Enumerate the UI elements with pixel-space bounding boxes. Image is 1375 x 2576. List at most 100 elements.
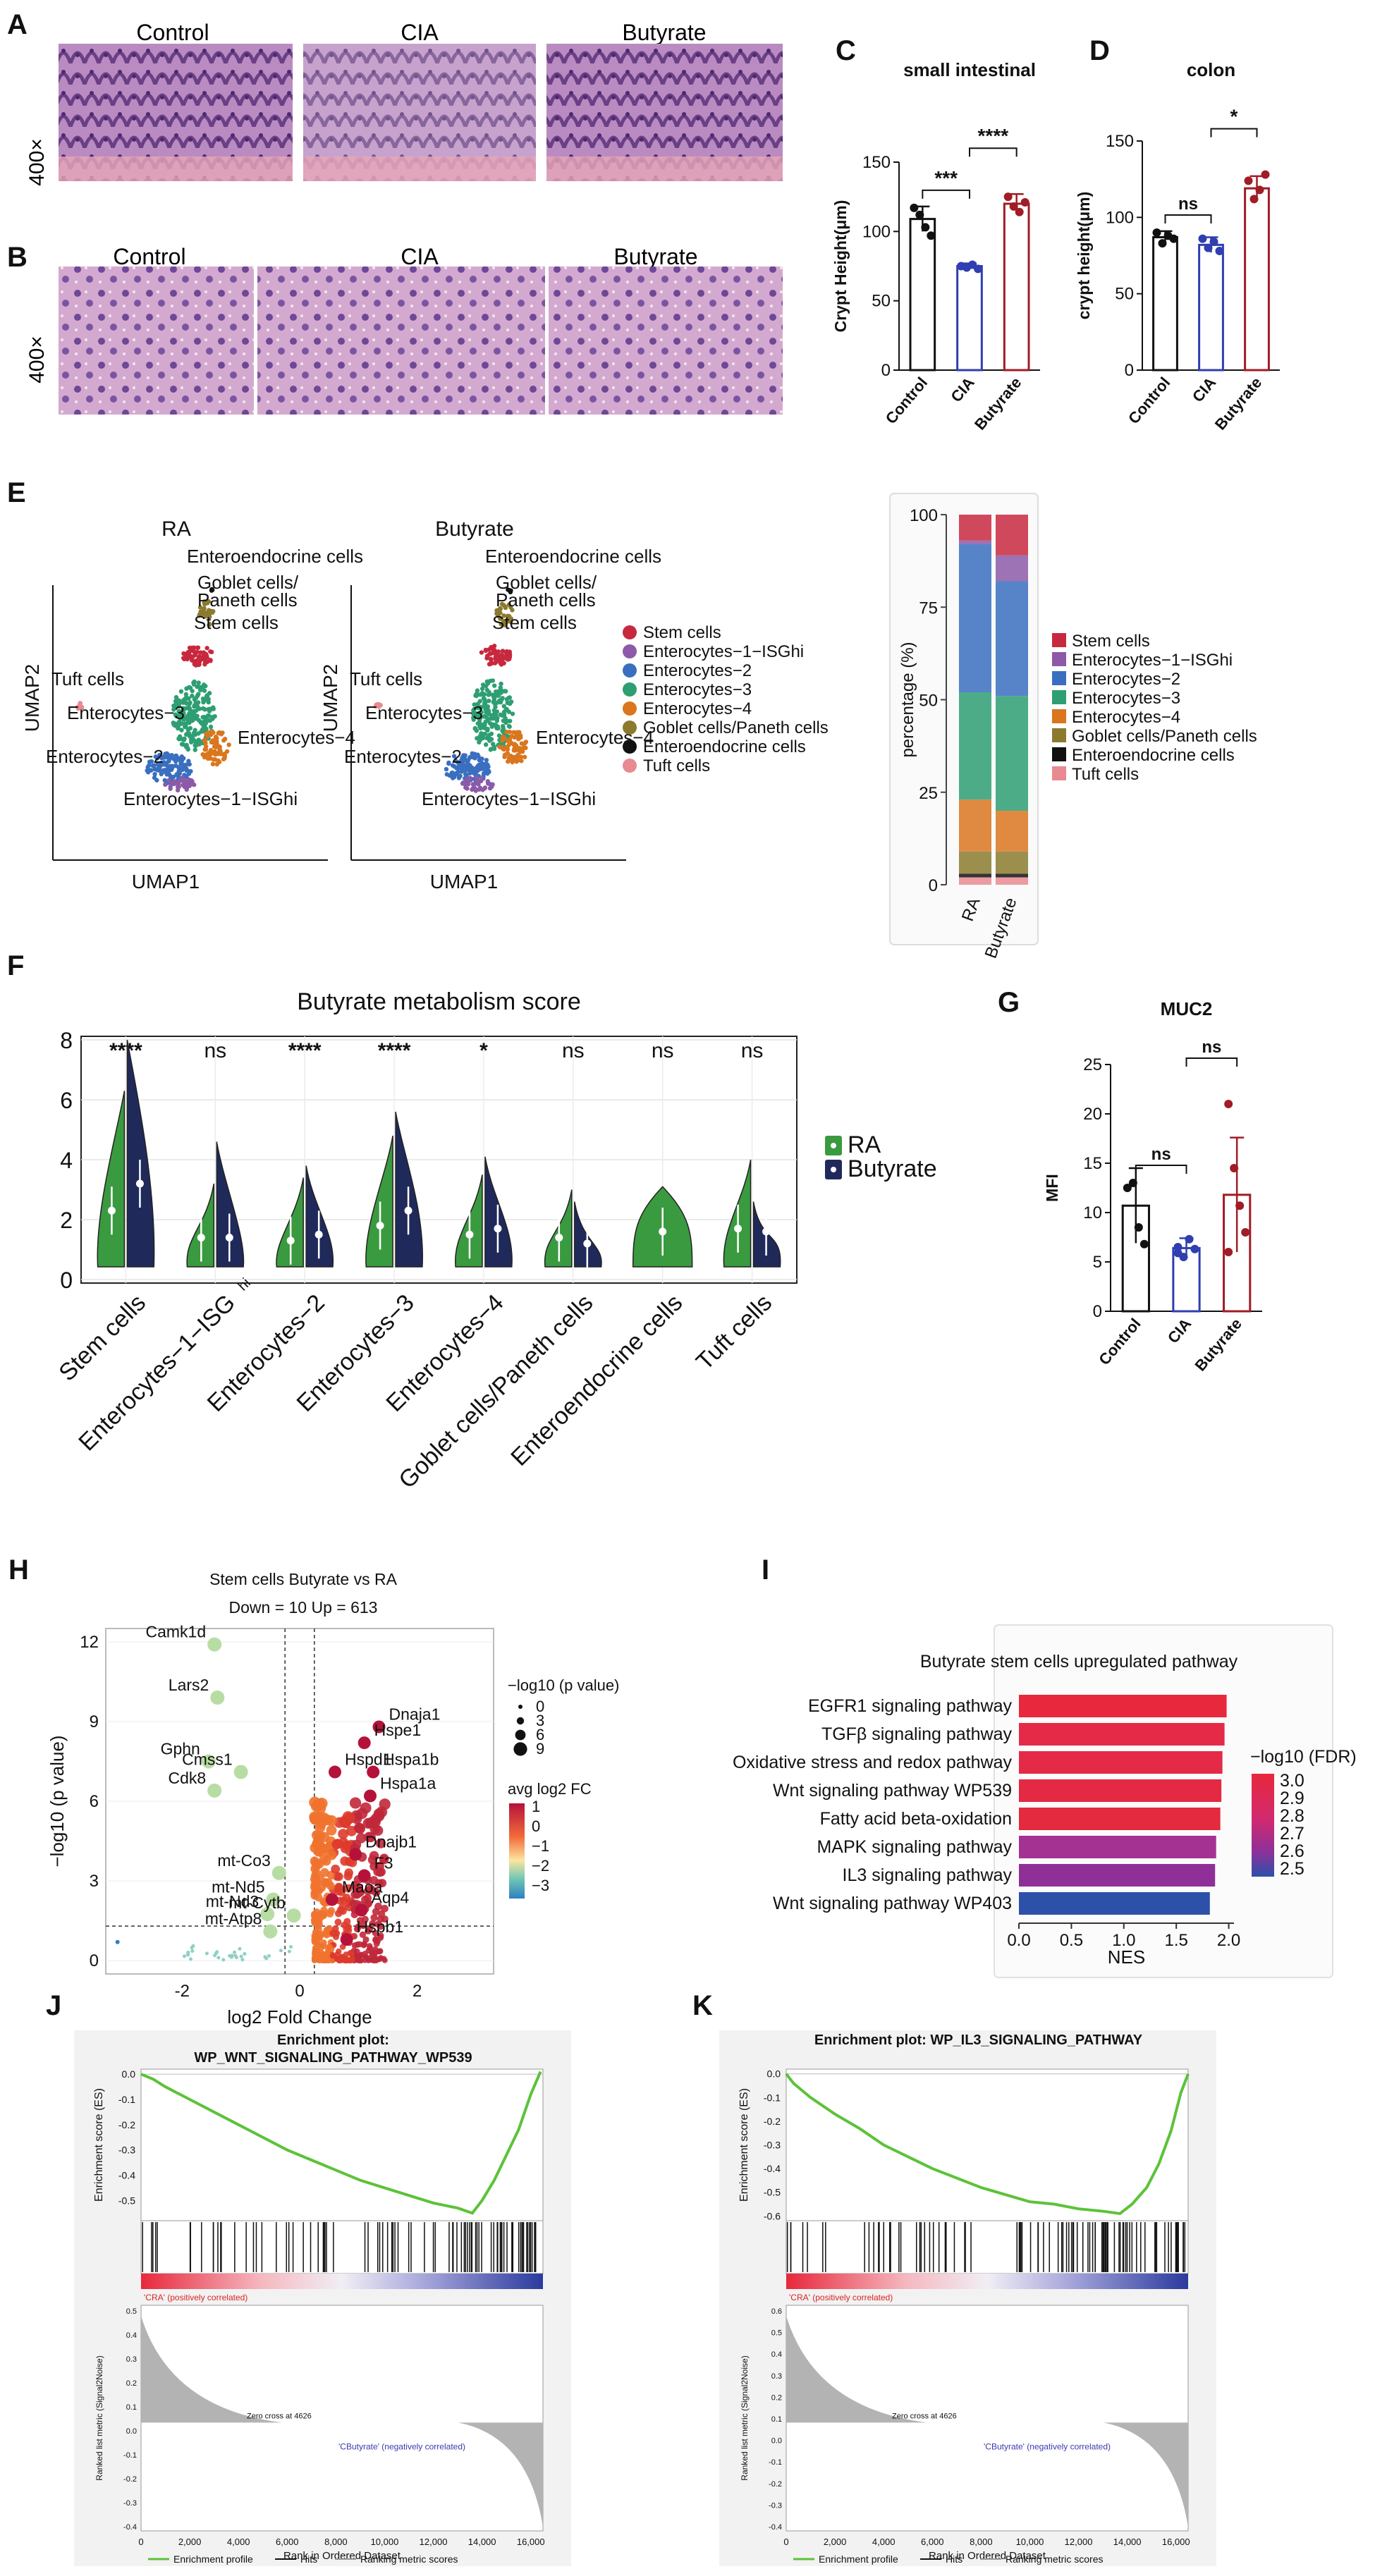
umap-cell-point <box>479 691 485 696</box>
data-point <box>1230 1164 1239 1172</box>
umap-cell-point <box>211 706 216 711</box>
x-tick-label: Enteroendocrine cells <box>506 1289 688 1471</box>
umap-cell-point <box>491 699 496 705</box>
histology-b-cia-label: CIA <box>401 244 439 269</box>
x-tick-label: 1.0 <box>1112 1931 1135 1950</box>
histology-image-b-control <box>59 266 254 415</box>
volcano-point <box>340 1856 350 1866</box>
volcano-point <box>338 1954 345 1961</box>
volcano-labeled-point <box>201 1754 216 1769</box>
umap-cell-point <box>192 697 197 702</box>
violin-butyrate <box>216 1141 245 1268</box>
histology-image-b-cia <box>257 266 545 415</box>
umap-cluster-label: Enterocytes−1−ISGhi <box>422 788 596 809</box>
volcano-point <box>334 1872 343 1882</box>
volcano-point <box>326 1850 337 1860</box>
umap-cell-point <box>461 763 467 769</box>
volcano-point <box>374 1920 382 1928</box>
umap-cell-point <box>161 760 166 765</box>
volcano-point <box>312 1839 322 1850</box>
umap-cell-point <box>200 752 205 757</box>
umap-legend-label: Enterocytes−3 <box>643 680 752 699</box>
chart-subtitle: WP_WNT_SIGNALING_PATHWAY_WP539 <box>194 2050 472 2066</box>
size-legend-label: 0 <box>536 1698 544 1715</box>
volcano-labeled-point <box>271 1865 286 1880</box>
umap-cell-point <box>153 754 158 759</box>
umap-cell-point <box>465 786 470 791</box>
legend-label: Enterocytes−4 <box>1072 708 1180 727</box>
volcano-point <box>314 1822 326 1833</box>
umap-cell-point <box>507 730 513 735</box>
legend-label: Ranking metric scores <box>360 2553 458 2565</box>
fdr-legend-label: 3.0 <box>1280 1771 1304 1791</box>
violin-median <box>583 1239 592 1248</box>
y-tick-label: 6 <box>60 1088 73 1113</box>
umap-cell-point <box>507 653 513 658</box>
umap-cell-point <box>156 768 161 773</box>
metric-tick-label: 0.0 <box>126 2427 137 2436</box>
umap-cell-point <box>198 685 203 689</box>
data-point <box>1128 1179 1137 1187</box>
x-tick-label: CIA <box>947 374 978 405</box>
umap-cluster-label: Enteroendocrine cells <box>485 546 661 567</box>
y-tick-label: 12 <box>80 1633 99 1652</box>
umap-cell-point <box>181 651 186 656</box>
fdr-legend-label: 2.5 <box>1280 1859 1304 1879</box>
umap-cell-point <box>482 704 487 709</box>
volcano-labeled-point <box>358 1736 371 1750</box>
x-tick-label: 16,000 <box>517 2537 545 2547</box>
legend-swatch <box>1052 709 1066 723</box>
volcano-point <box>331 1839 342 1850</box>
metric-tick-label: -0.2 <box>769 2480 782 2489</box>
umap-cell-point <box>190 709 196 714</box>
gene-label: Hspb1 <box>357 1918 403 1936</box>
umap-legend-swatch <box>623 701 637 716</box>
metric-tick-label: 0.3 <box>771 2372 782 2381</box>
y-tick-label: 150 <box>1106 132 1134 151</box>
umap-cell-point <box>181 656 186 661</box>
umap-cell-point <box>181 706 186 711</box>
volcano-point <box>239 1954 243 1958</box>
violin-legend-label: RA <box>848 1131 881 1158</box>
umap-cluster-label: Paneth cells <box>496 589 596 611</box>
x-tick-label: Control <box>1125 374 1173 427</box>
histology-a-control-label: Control <box>136 20 209 45</box>
significance-label: ns <box>1151 1145 1171 1164</box>
data-point <box>1255 185 1264 195</box>
pathway-label: TGFβ signaling pathway <box>821 1724 1013 1744</box>
umap-cell-point <box>479 686 485 692</box>
y-tick-label: -0.5 <box>764 2187 781 2198</box>
histology-b-butyrate-label: Butyrate <box>613 244 697 269</box>
y-axis-label: Enrichment score (ES) <box>93 2088 105 2202</box>
x-tick-label: 2 <box>412 1982 422 2001</box>
umap-cell-point <box>523 745 528 751</box>
umap-cell-point <box>505 613 511 618</box>
y-tick-label: 150 <box>862 153 891 172</box>
stack-segment <box>959 873 991 878</box>
data-point <box>1224 1100 1233 1108</box>
data-point <box>1185 1234 1194 1244</box>
x-tick-label: CIA <box>1164 1315 1195 1347</box>
umap-cell-point <box>472 702 477 707</box>
x-tick-label: Control <box>882 374 931 427</box>
umap-cell-point <box>163 752 168 756</box>
umap-cell-point <box>484 654 490 658</box>
umap-cell-point <box>485 767 490 772</box>
umap-cell-point <box>474 780 479 785</box>
umap-cell-point <box>519 759 524 763</box>
fdr-legend-label: 2.9 <box>1280 1789 1304 1808</box>
gene-label: Hspa1a <box>380 1774 436 1792</box>
stack-segment <box>996 811 1028 852</box>
umap-cell-point <box>166 778 171 783</box>
volcano-point <box>365 1817 377 1829</box>
umap-cell-point <box>450 770 455 775</box>
umap-cell-point <box>185 713 190 719</box>
violin-median <box>314 1230 323 1239</box>
umap-cell-point <box>508 754 513 759</box>
umap-cell-point <box>488 736 493 742</box>
legend-label: Ranking metric scores <box>1006 2553 1104 2565</box>
umap-cell-point <box>491 695 496 700</box>
y-tick-label: -0.6 <box>764 2210 781 2221</box>
bar-butyrate <box>1244 187 1270 372</box>
volcano-point <box>348 1951 354 1957</box>
